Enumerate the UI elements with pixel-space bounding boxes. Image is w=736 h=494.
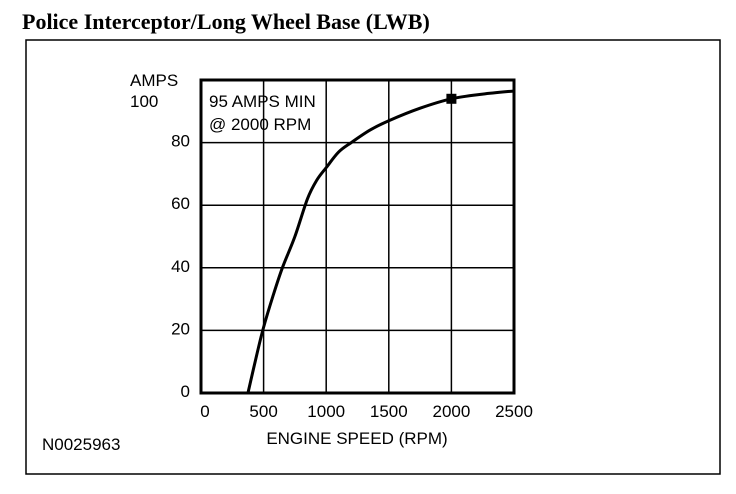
x-tick-label: 1500 xyxy=(370,402,408,421)
y-tick-label: 100 xyxy=(130,92,158,111)
x-tick-label: 2000 xyxy=(432,402,470,421)
x-tick-label: 0 xyxy=(200,402,209,421)
chart-title: Police Interceptor/Long Wheel Base (LWB) xyxy=(22,9,430,34)
y-tick-label: 0 xyxy=(181,382,190,401)
data-marker-2000rpm xyxy=(446,93,457,104)
y-tick-label: 40 xyxy=(171,257,190,276)
x-tick-label: 500 xyxy=(249,402,277,421)
annotation-line-1: 95 AMPS MIN xyxy=(209,92,316,111)
annotation-line-2: @ 2000 RPM xyxy=(209,115,311,134)
x-tick-label: 2500 xyxy=(495,402,533,421)
y-tick-label: 20 xyxy=(171,319,190,338)
plot-frame xyxy=(199,78,516,395)
y-tick-label: 80 xyxy=(171,132,190,151)
series-line xyxy=(246,89,515,394)
y-axis-label: AMPS xyxy=(130,71,178,90)
y-tick-label: 60 xyxy=(171,194,190,213)
figure-id: N0025963 xyxy=(42,435,120,454)
figure-frame xyxy=(25,39,721,475)
x-tick-label: 1000 xyxy=(307,402,345,421)
x-axis-label: ENGINE SPEED (RPM) xyxy=(266,429,447,448)
